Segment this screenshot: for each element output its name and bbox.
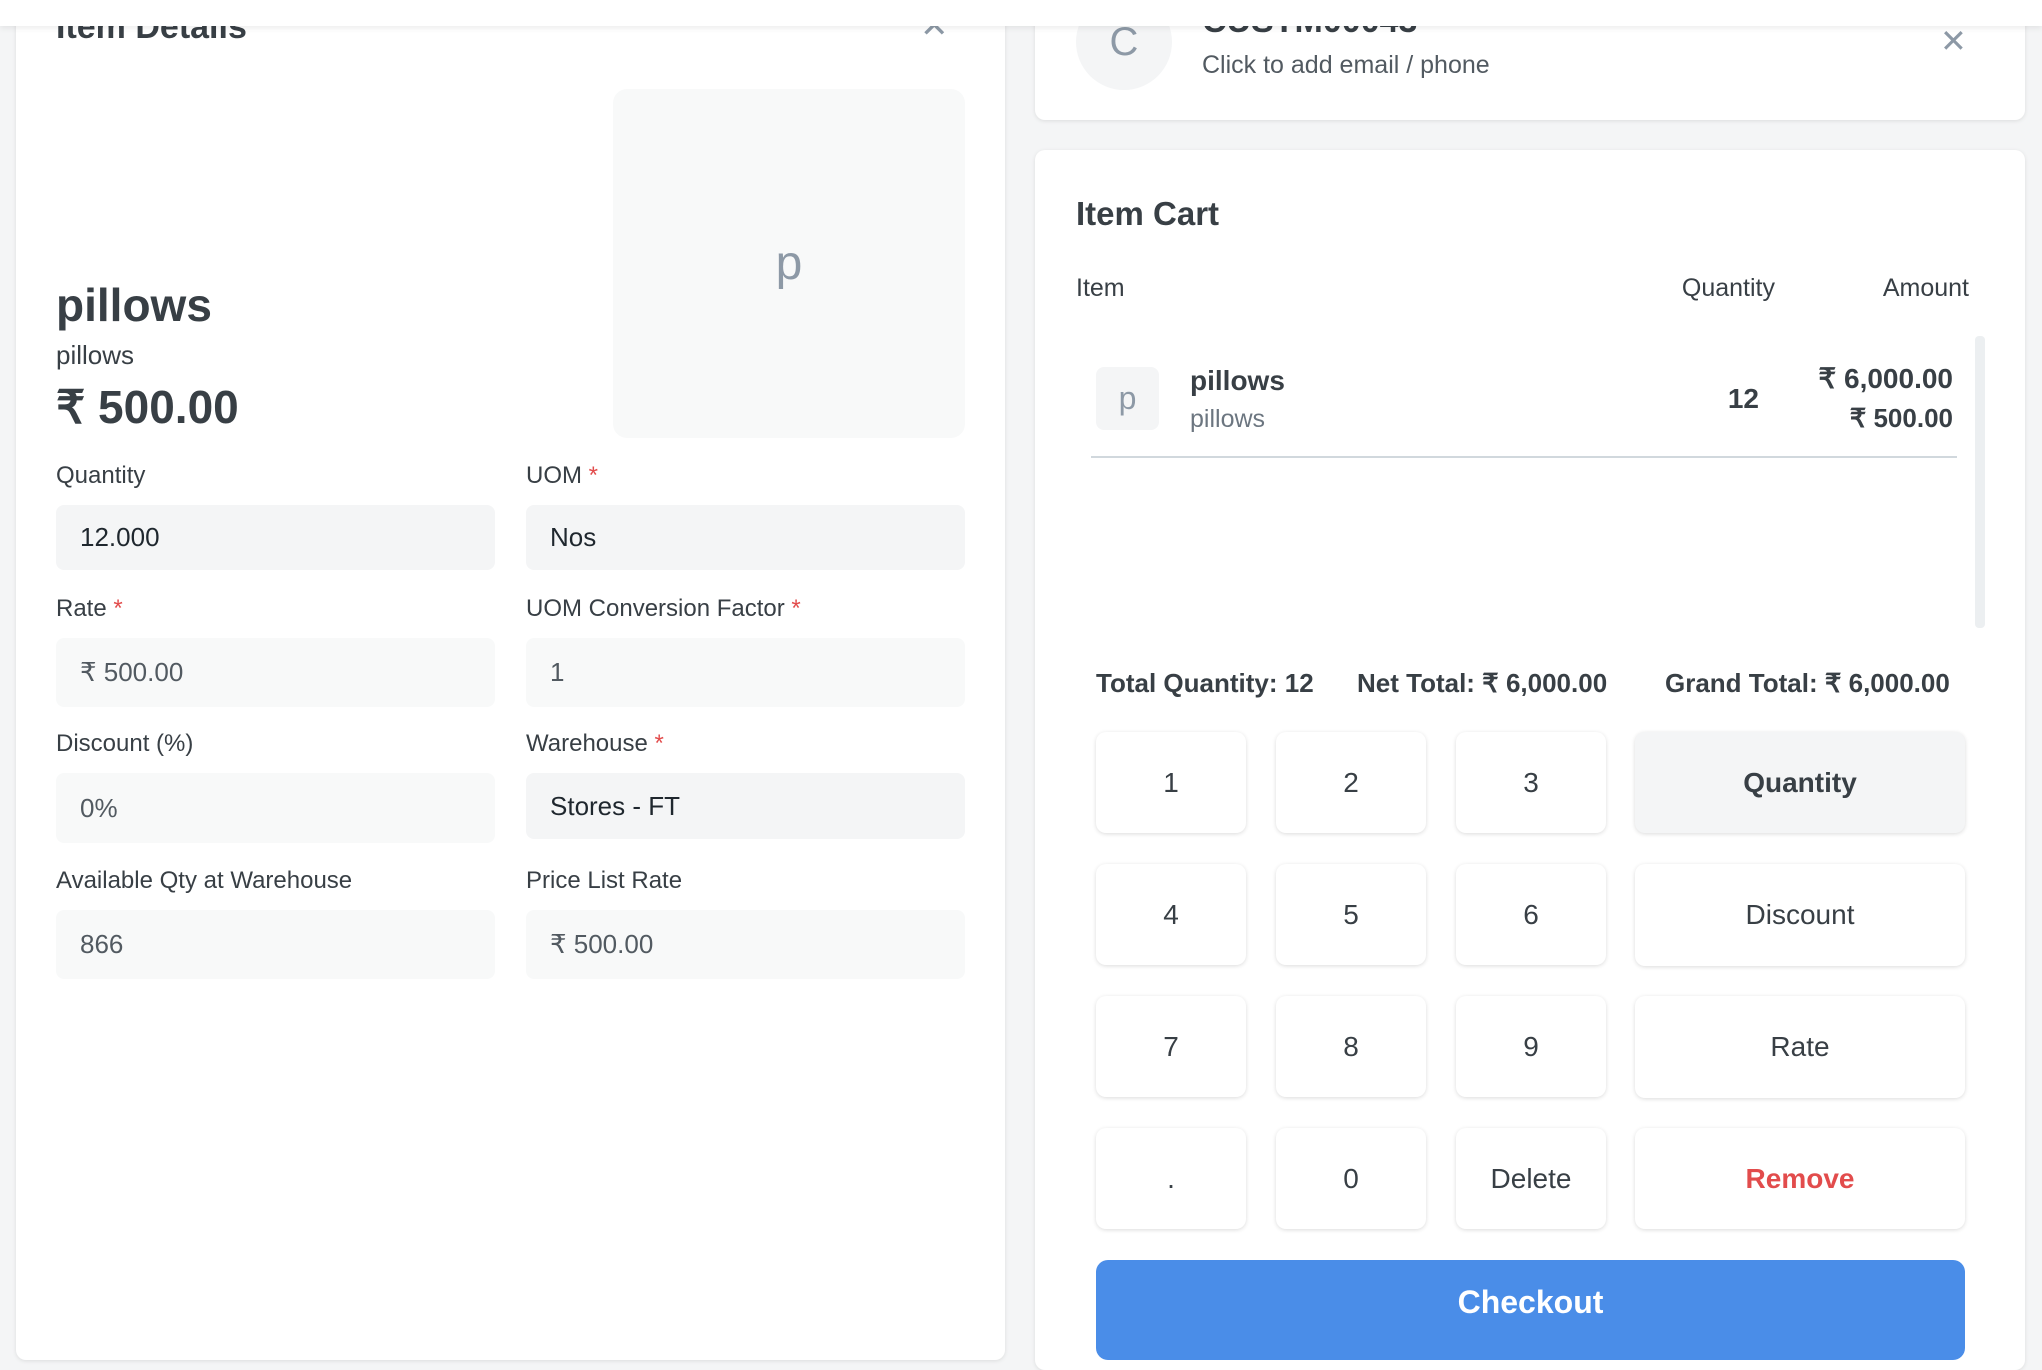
conversion-label: UOM Conversion Factor * (526, 595, 801, 622)
numpad-key-6[interactable]: 6 (1456, 864, 1606, 965)
numpad-key-4[interactable]: 4 (1096, 864, 1246, 965)
mode-discount-button[interactable]: Discount (1635, 864, 1965, 966)
numpad-key-0[interactable]: 0 (1276, 1128, 1426, 1229)
item-code: pillows (56, 340, 135, 370)
discount-input[interactable]: 0% (56, 773, 495, 843)
numpad-key-9[interactable]: 9 (1456, 996, 1606, 1097)
numpad-key-5[interactable]: 5 (1276, 864, 1426, 965)
price-list-rate-input: ₹ 500.00 (526, 910, 965, 979)
numpad-key-7[interactable]: 7 (1096, 996, 1246, 1097)
mode-quantity-button[interactable]: Quantity (1635, 732, 1965, 833)
rate-label: Rate * (56, 595, 123, 622)
header-amount: Amount (1882, 274, 1969, 302)
cart-item-name: pillows (1190, 365, 1285, 396)
cart-item-avatar: p (1096, 367, 1159, 430)
item-image: p (613, 89, 965, 438)
available-qty-label: Available Qty at Warehouse (56, 867, 353, 894)
quantity-input[interactable]: 12.000 (56, 505, 495, 570)
decimal-key[interactable]: . (1096, 1128, 1246, 1229)
cart-item-qty: 12 (1727, 383, 1759, 414)
item-price: ₹ 500.00 (56, 381, 239, 433)
header-quantity: Quantity (1681, 274, 1775, 302)
cart-item-code: pillows (1190, 405, 1266, 433)
item-image-initial: p (775, 237, 803, 290)
cart-item-amount: ₹ 6,000.00 (1818, 363, 1953, 394)
rate-input[interactable]: ₹ 500.00 (56, 638, 495, 707)
warehouse-label: Warehouse * (526, 730, 664, 757)
checkout-button[interactable]: Checkout (1096, 1260, 1965, 1360)
uom-input[interactable]: Nos (526, 505, 965, 570)
quantity-label: Quantity (56, 462, 146, 489)
warehouse-input[interactable]: Stores - FT (526, 773, 965, 839)
cart-scrollbar[interactable] (1975, 336, 1985, 628)
remove-customer-icon[interactable]: ✕ (1940, 23, 1967, 59)
available-qty-input: 866 (56, 910, 495, 979)
price-list-rate-label: Price List Rate (526, 867, 683, 894)
discount-label: Discount (%) (56, 730, 194, 757)
uom-label: UOM * (526, 462, 599, 489)
cart-title: Item Cart (1076, 195, 1220, 232)
item-name: pillows (56, 279, 212, 331)
grand-total: Grand Total: ₹ 6,000.00 (1665, 668, 1950, 698)
delete-key[interactable]: Delete (1456, 1128, 1606, 1229)
top-bar (0, 0, 2042, 26)
total-quantity: Total Quantity: 12 (1096, 668, 1314, 698)
cart-item-row[interactable]: p pillows pillows 12 ₹ 6,000.00 ₹ 500.00 (1091, 350, 1957, 458)
numpad-key-8[interactable]: 8 (1276, 996, 1426, 1097)
customer-contact[interactable]: Click to add email / phone (1202, 51, 1490, 79)
header-item: Item (1076, 274, 1125, 302)
numpad-key-1[interactable]: 1 (1096, 732, 1246, 833)
mode-rate-button[interactable]: Rate (1635, 996, 1965, 1098)
numpad-key-2[interactable]: 2 (1276, 732, 1426, 833)
conversion-input[interactable]: 1 (526, 638, 965, 707)
net-total: Net Total: ₹ 6,000.00 (1357, 668, 1608, 698)
numpad-key-3[interactable]: 3 (1456, 732, 1606, 833)
cart-item-rate: ₹ 500.00 (1849, 403, 1953, 433)
remove-button[interactable]: Remove (1635, 1128, 1965, 1229)
